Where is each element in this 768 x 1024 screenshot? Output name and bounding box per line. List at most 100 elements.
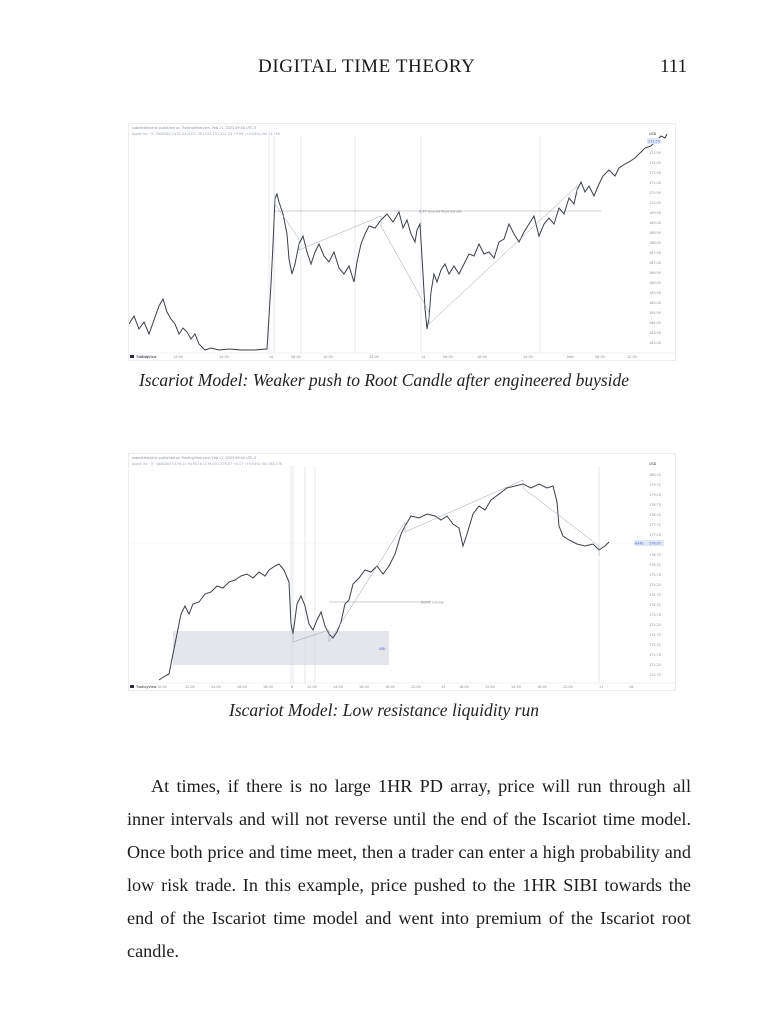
chart-2-price-label: 176.75 <box>649 553 661 557</box>
chart-1-time-label: 10:00 <box>477 355 487 359</box>
chart-2-price-label: 172.75 <box>649 633 661 637</box>
chart-2-time-label: 11 <box>599 685 603 689</box>
chart-2-time-label: 16 <box>629 685 633 689</box>
chart-2-root-annotation: ROOT Candle <box>421 601 444 605</box>
chart-1-price-label: 169.50 <box>649 211 661 215</box>
chart-1-logo-text: TradingView <box>135 355 157 359</box>
chart-1-price-label: 170.50 <box>649 191 661 195</box>
chart-2-meta: submitted/ohlc published on TradingView.… <box>132 456 256 460</box>
chart-1-time-label: 06:00 <box>443 355 453 359</box>
chart-2-last-price-box <box>634 540 664 546</box>
chart-2-price-label: 179.25 <box>649 493 661 497</box>
chart-1-price-label: 168.00 <box>649 241 661 245</box>
chart-1-price-label: 164.50 <box>649 311 661 315</box>
chart-2-price-label: 170.75 <box>649 673 661 677</box>
chart-1-price-label: 171.50 <box>649 171 661 175</box>
chart-1-price-label: 166.50 <box>649 271 661 275</box>
chart-1-time-label: 08:00 <box>595 355 605 359</box>
chart-2-canvas: submitted/ohlc published on TradingView.… <box>129 454 675 690</box>
chart-1-time-label: Mon <box>567 355 574 359</box>
chart-1-time-label: 14:00 <box>369 355 379 359</box>
chart-2-time-label: 14:00 <box>333 685 343 689</box>
chart-2-price-label: 178.75 <box>649 503 661 507</box>
chart-2-time-label: 18:00 <box>263 685 273 689</box>
chart-2-price-label: 180.25 <box>649 473 661 477</box>
chart-1-price-label: 165.50 <box>649 291 661 295</box>
chart-1-time-label: 10:00 <box>323 355 333 359</box>
chart-2-price-axis: USD 180.25 179.75 179.25 178.75 178.25 1… <box>634 462 664 677</box>
chart-2-price-label: 174.25 <box>649 603 661 607</box>
chart-2-time-label: 10:00 <box>157 685 167 689</box>
chart-2-time-label: 14:00 <box>211 685 221 689</box>
chart-2-price-label: 175.75 <box>649 573 661 577</box>
chart-2-time-label: 14 <box>441 685 445 689</box>
chart-2-price-label: 173.75 <box>649 613 661 617</box>
chart-1-symbol-line: Apple Inc · 5 · NASDAQ O152.24 H152.35 L… <box>132 132 281 136</box>
chart-1-price-label: 166.00 <box>649 281 661 285</box>
running-header-title: DIGITAL TIME THEORY <box>258 56 476 77</box>
chart-1-price-label: 169.00 <box>649 221 661 225</box>
chart-2-last-price: 176.07 <box>649 542 661 546</box>
chart-2-price-series <box>158 483 610 681</box>
chart-2-time-label: 16:00 <box>237 685 247 689</box>
chart-2-last-symbol: AAPL <box>635 542 644 546</box>
chart-1-canvas: submitted/ohlc published on TradingView.… <box>129 124 675 360</box>
chart-1-price-label: 171.00 <box>649 181 661 185</box>
chart-2-price-label: 179.75 <box>649 483 661 487</box>
chart-1-time-label: 14 <box>421 355 425 359</box>
chart-2-price-label: 174.75 <box>649 593 661 597</box>
chart-1-time-label: 08:00 <box>291 355 301 359</box>
figure-2-caption: Iscariot Model: Low resistance liquidity… <box>229 700 539 720</box>
chart-2-time-label: 18:00 <box>459 685 469 689</box>
chart-1-time-label: 12:00 <box>627 355 637 359</box>
chart-1-price-label: 168.50 <box>649 231 661 235</box>
chart-2-price-label: 171.25 <box>649 663 661 667</box>
chart-2-session-lines <box>290 466 600 683</box>
chart-1-time-label: 16 <box>269 355 273 359</box>
chart-2-tradingview-logo: TradingView <box>130 685 157 689</box>
chart-2-currency: USD <box>649 462 657 466</box>
chart-2-price-label: 176.25 <box>649 563 661 567</box>
chart-1-tradingview-logo: TradingView <box>130 355 157 359</box>
tradingview-logo-icon <box>130 685 134 688</box>
chart-1-time-label: 14:00 <box>523 355 533 359</box>
chart-1: submitted/ohlc published on TradingView.… <box>128 123 676 361</box>
chart-1-bg <box>129 124 675 360</box>
chart-2-time-label: 22:00 <box>411 685 421 689</box>
chart-2-sibi-label: SIBI <box>379 647 385 651</box>
chart-1-price-label: 167.50 <box>649 251 661 255</box>
chart-1-time-label: 10:00 <box>139 355 149 359</box>
body-paragraph: At times, if there is no large 1HR PD ar… <box>127 776 691 961</box>
chart-2-time-label: 22:00 <box>563 685 573 689</box>
chart-1-time-axis: 10:00 12:00 14:00 16 08:00 10:00 14:00 1… <box>139 355 637 359</box>
chart-2-price-label: 177.75 <box>649 523 661 527</box>
chart-2-time-label: 12:00 <box>185 685 195 689</box>
chart-1-currency: USD <box>649 132 657 136</box>
chart-1-price-series <box>129 133 668 351</box>
chart-2-time-label: 14:00 <box>511 685 521 689</box>
chart-1-price-label: 172.50 <box>649 151 661 155</box>
chart-2-price-label: 171.75 <box>649 653 661 657</box>
chart-1-price-label: 170.00 <box>649 201 661 205</box>
chart-1-meta: submitted/ohlc published on TradingView.… <box>132 126 256 130</box>
chart-1-price-label: 172.00 <box>649 161 661 165</box>
chart-1-time-label: 12:00 <box>173 355 183 359</box>
chart-2-time-label: 8 <box>291 685 293 689</box>
chart-2-wicks <box>292 479 600 643</box>
chart-2-time-label: 12:00 <box>307 685 317 689</box>
chart-2-time-axis: 10:00 12:00 14:00 16:00 18:00 8 12:00 14… <box>157 685 633 689</box>
chart-1-price-label: 163.50 <box>649 331 661 335</box>
chart-2-logo-text: TradingView <box>135 685 157 689</box>
chart-1-price-label: 167.00 <box>649 261 661 265</box>
chart-2-symbol-line: Apple Inc · 5 · NASDAQ O176.11 H176.18 L… <box>132 462 283 466</box>
chart-2-price-label: 173.25 <box>649 623 661 627</box>
chart-2-time-label: 18:00 <box>537 685 547 689</box>
chart-1-wicks <box>274 185 578 325</box>
page-number: 111 <box>660 56 688 77</box>
chart-1-price-axis: USD 172.50 172.50 172.00 171.50 171.00 1… <box>647 132 661 345</box>
chart-2-price-label: 177.25 <box>649 533 661 537</box>
chart-2-sibi-zone <box>173 631 389 665</box>
chart-1-last-price: 172.50 <box>648 140 660 144</box>
figure-1-caption: Iscariot Model: Weaker push to Root Cand… <box>138 370 630 390</box>
